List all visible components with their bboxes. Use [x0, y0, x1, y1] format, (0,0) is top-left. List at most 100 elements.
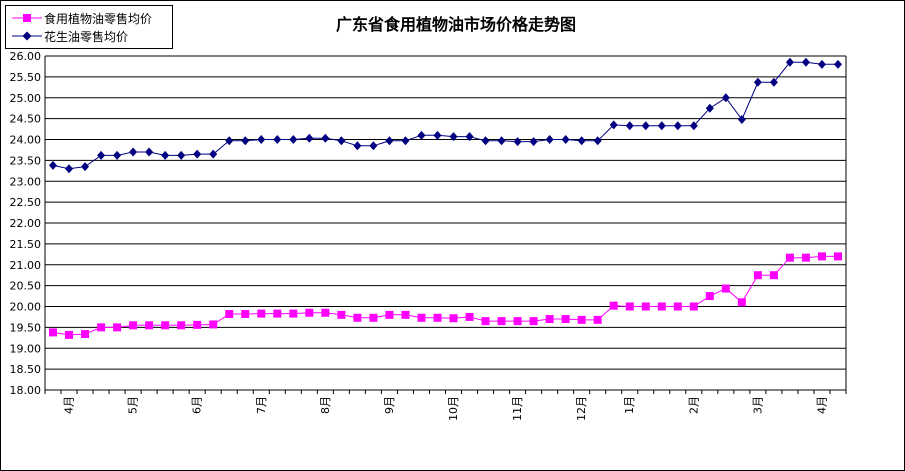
data-point-series-1 [689, 302, 698, 311]
data-point-series-2 [129, 147, 138, 157]
data-point-series-2 [401, 136, 410, 146]
y-tick-label: 22.00 [10, 217, 42, 230]
data-point-series-1 [561, 315, 570, 324]
data-point-series-2 [369, 141, 378, 151]
x-tick-label: 5月 [127, 396, 140, 414]
x-tick-label: 8月 [319, 396, 332, 414]
data-point-series-2 [529, 137, 538, 147]
data-point-series-1 [305, 308, 314, 317]
legend-item-series-1: 食用植物油零售均价 [12, 10, 152, 26]
y-tick-label: 24.50 [10, 113, 42, 126]
y-tick-label: 21.00 [10, 259, 42, 272]
data-point-series-1 [49, 328, 58, 337]
data-point-series-2 [577, 136, 586, 146]
data-point-series-1 [177, 321, 186, 330]
data-point-series-1 [97, 323, 106, 332]
data-point-series-1 [321, 308, 330, 317]
data-point-series-1 [753, 271, 762, 280]
data-point-series-1 [593, 315, 602, 324]
data-point-series-2 [321, 133, 330, 143]
data-point-series-2 [689, 121, 698, 131]
data-point-series-1 [417, 313, 426, 322]
data-point-series-2 [353, 141, 362, 151]
data-point-series-2 [609, 120, 618, 130]
data-point-series-2 [817, 59, 826, 69]
data-point-series-2 [433, 130, 442, 140]
data-point-series-1 [81, 330, 90, 339]
data-point-series-1 [145, 321, 154, 330]
y-tick-label: 18.00 [10, 384, 42, 397]
data-point-series-2 [481, 136, 490, 146]
legend-swatch-diamond-icon [12, 31, 42, 41]
y-tick-label: 23.00 [10, 175, 42, 188]
legend-label-series-2: 花生油零售均价 [44, 29, 129, 44]
data-point-series-1 [833, 252, 842, 261]
x-tick-label: 7月 [255, 396, 268, 414]
legend: 食用植物油零售均价 花生油零售均价 [5, 5, 173, 49]
data-point-series-1 [817, 252, 826, 261]
data-point-series-2 [161, 150, 170, 160]
series-line-2 [52, 61, 838, 170]
data-point-series-1 [113, 323, 122, 332]
y-tick-label: 21.50 [10, 238, 42, 251]
data-point-series-1 [513, 317, 522, 326]
data-point-series-2 [385, 136, 394, 146]
data-point-series-1 [529, 317, 538, 326]
x-tick-label: 11月 [511, 396, 524, 421]
y-tick-label: 25.00 [10, 92, 42, 105]
data-point-series-1 [449, 314, 458, 323]
chart-title: 广东省食用植物油市场价格走势图 [335, 15, 576, 34]
data-point-series-2 [193, 149, 202, 159]
y-tick-label: 20.50 [10, 280, 42, 293]
data-point-series-2 [561, 135, 570, 144]
data-point-series-1 [785, 253, 794, 262]
data-point-series-1 [769, 271, 778, 280]
x-tick-label: 10月 [447, 396, 460, 421]
data-point-series-1 [225, 310, 234, 319]
data-point-series-2 [305, 133, 314, 143]
data-point-series-2 [337, 136, 346, 146]
data-point-series-2 [641, 121, 650, 131]
data-point-series-2 [241, 136, 250, 146]
x-tick-label: 4月 [63, 396, 76, 414]
data-point-series-2 [65, 164, 74, 174]
data-point-series-1 [481, 317, 490, 326]
y-tick-label: 26.00 [10, 50, 42, 63]
x-tick-label: 4月 [815, 396, 828, 414]
data-point-series-1 [625, 302, 634, 311]
data-point-series-1 [289, 309, 298, 318]
legend-item-series-2: 花生油零售均价 [12, 28, 128, 44]
data-point-series-2 [497, 136, 506, 146]
data-point-series-1 [545, 315, 554, 324]
data-point-series-1 [209, 320, 218, 329]
data-point-series-2 [209, 149, 218, 159]
y-tick-label: 18.50 [10, 363, 42, 376]
data-point-series-2 [113, 150, 122, 160]
data-point-series-1 [353, 313, 362, 322]
y-tick-label: 25.50 [10, 71, 42, 84]
data-point-series-2 [545, 135, 554, 144]
data-point-series-2 [81, 162, 90, 172]
data-point-series-1 [129, 321, 138, 330]
x-tick-label: 12月 [575, 396, 588, 421]
data-point-series-1 [433, 313, 442, 322]
data-point-series-1 [737, 298, 746, 307]
data-point-series-2 [785, 57, 794, 67]
data-point-series-2 [753, 77, 762, 87]
data-point-series-2 [705, 103, 714, 113]
data-point-series-1 [369, 313, 378, 322]
data-point-series-2 [721, 93, 730, 103]
x-tick-label: 9月 [383, 396, 396, 414]
x-tick-label: 3月 [751, 396, 764, 414]
data-point-series-2 [737, 114, 746, 124]
x-tick-label: 1月 [623, 396, 636, 414]
data-point-series-2 [257, 135, 266, 144]
data-point-series-1 [801, 253, 810, 262]
data-point-series-1 [273, 309, 282, 318]
data-point-series-1 [497, 317, 506, 326]
data-point-series-2 [769, 77, 778, 87]
data-point-series-1 [465, 312, 474, 321]
data-point-series-1 [673, 302, 682, 311]
data-point-series-2 [417, 130, 426, 140]
